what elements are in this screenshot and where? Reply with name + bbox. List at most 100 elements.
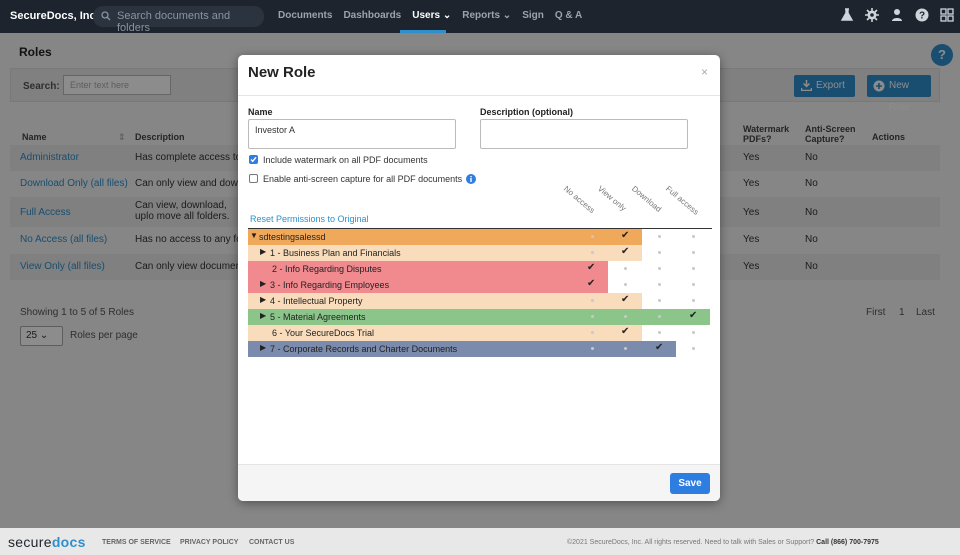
col-watermark[interactable]: Watermark PDFs? xyxy=(743,124,790,144)
perm-dot[interactable] xyxy=(591,299,594,302)
apps-grid-icon[interactable] xyxy=(940,8,954,22)
perm-dot[interactable] xyxy=(658,251,661,254)
reset-permissions-link[interactable]: Reset Permissions to Original xyxy=(250,214,369,224)
tree-row[interactable]: 2 - Info Regarding Disputes ✔ xyxy=(248,261,712,277)
expanded-arrow-icon[interactable]: ▼ xyxy=(250,231,258,240)
lab-flask-icon[interactable] xyxy=(840,8,854,22)
checkmark-icon[interactable]: ✔ xyxy=(689,310,698,321)
collapsed-arrow-icon[interactable]: ▶ xyxy=(260,295,267,304)
nav-dashboards[interactable]: Dashboards xyxy=(343,10,402,21)
brand-name[interactable]: SecureDocs, Inc. xyxy=(10,10,99,22)
nav-users[interactable]: Users ⌄ xyxy=(412,10,452,21)
perm-dot[interactable] xyxy=(624,283,627,286)
privacy-link[interactable]: PRIVACY POLICY xyxy=(180,539,239,546)
perm-dot[interactable] xyxy=(692,251,695,254)
svg-text:?: ? xyxy=(919,11,925,22)
checkmark-icon[interactable]: ✔ xyxy=(621,326,630,337)
permission-bar xyxy=(248,309,710,325)
name-field[interactable]: Investor A xyxy=(248,119,456,149)
collapsed-arrow-icon[interactable]: ▶ xyxy=(260,343,267,352)
help-button[interactable]: ? xyxy=(931,44,953,66)
collapsed-arrow-icon[interactable]: ▶ xyxy=(260,311,267,320)
search-icon xyxy=(101,11,111,21)
tree-row[interactable]: ▶ 1 - Business Plan and Financials ✔ xyxy=(248,245,712,261)
new-role-button[interactable]: New Role xyxy=(867,75,931,113)
perm-dot[interactable] xyxy=(591,235,594,238)
global-search[interactable]: Search documents and folders xyxy=(93,6,264,34)
perm-dot[interactable] xyxy=(692,283,695,286)
anti-capture-checkbox[interactable] xyxy=(249,174,258,183)
role-name[interactable]: View Only (all files) xyxy=(20,261,105,272)
perm-dot[interactable] xyxy=(658,267,661,270)
perm-dot[interactable] xyxy=(692,235,695,238)
watermark-checkbox[interactable] xyxy=(249,155,258,164)
tree-label: 3 - Info Regarding Employees xyxy=(270,280,390,290)
save-button[interactable]: Save xyxy=(670,473,710,494)
table-row[interactable]: No Access (all files) Has no access to a… xyxy=(10,227,940,253)
perm-dot[interactable] xyxy=(658,331,661,334)
perm-dot[interactable] xyxy=(591,347,594,350)
perm-dot[interactable] xyxy=(692,331,695,334)
gear-icon[interactable] xyxy=(865,8,879,22)
perm-dot[interactable] xyxy=(692,267,695,270)
perm-dot[interactable] xyxy=(624,267,627,270)
perm-dot[interactable] xyxy=(624,315,627,318)
tree-row[interactable]: ▼ sdtestingsalessd ✔ xyxy=(248,229,712,245)
user-icon[interactable] xyxy=(890,8,904,22)
perm-dot[interactable] xyxy=(624,347,627,350)
role-name[interactable]: Download Only (all files) xyxy=(20,178,128,189)
collapsed-arrow-icon[interactable]: ▶ xyxy=(260,279,267,288)
export-button[interactable]: Export xyxy=(794,75,855,97)
per-page-select[interactable]: 25 ⌄ xyxy=(20,326,63,346)
checkmark-icon[interactable]: ✔ xyxy=(587,278,596,289)
checkmark-icon[interactable]: ✔ xyxy=(621,246,630,257)
perm-dot[interactable] xyxy=(591,331,594,334)
role-name[interactable]: No Access (all files) xyxy=(20,234,108,245)
copyright: ©2021 SecureDocs, Inc. All rights reserv… xyxy=(567,539,879,546)
close-icon[interactable]: × xyxy=(701,65,709,79)
help-circle-icon[interactable]: ? xyxy=(915,8,929,22)
tree-row[interactable]: ▶ 3 - Info Regarding Employees ✔ xyxy=(248,277,712,293)
col-anti-capture[interactable]: Anti-Screen Capture? xyxy=(805,124,856,144)
tree-row[interactable]: 6 - Your SecureDocs Trial ✔ xyxy=(248,325,712,341)
nav-links: Documents Dashboards Users ⌄ Reports ⌄ S… xyxy=(278,10,582,21)
nav-documents[interactable]: Documents xyxy=(278,10,333,21)
pagination-page[interactable]: 1 xyxy=(899,307,905,318)
checkmark-icon[interactable]: ✔ xyxy=(621,294,630,305)
perm-dot[interactable] xyxy=(658,299,661,302)
nav-reports[interactable]: Reports ⌄ xyxy=(462,10,512,21)
perm-dot[interactable] xyxy=(692,347,695,350)
perm-dot[interactable] xyxy=(658,283,661,286)
nav-qa[interactable]: Q & A xyxy=(554,10,583,21)
col-description[interactable]: Description xyxy=(135,132,185,142)
checkmark-icon[interactable]: ✔ xyxy=(655,342,664,353)
tree-row[interactable]: ▶ 5 - Material Agreements ✔ xyxy=(248,309,712,325)
description-field[interactable] xyxy=(480,119,688,149)
pagination-first[interactable]: First xyxy=(866,307,886,318)
table-row[interactable]: Download Only (all files) Can only view … xyxy=(10,171,940,197)
checkmark-icon[interactable]: ✔ xyxy=(621,230,630,241)
perm-dot[interactable] xyxy=(658,235,661,238)
role-name[interactable]: Administrator xyxy=(20,152,79,163)
pagination-last[interactable]: Last xyxy=(916,307,935,318)
nav-sign[interactable]: Sign xyxy=(522,10,544,21)
role-name[interactable]: Full Access xyxy=(20,207,71,218)
terms-link[interactable]: TERMS OF SERVICE xyxy=(102,539,171,546)
roles-search-input[interactable]: Enter text here xyxy=(63,75,171,95)
tree-label: sdtestingsalessd xyxy=(259,232,326,242)
page-footer: securedocs TERMS OF SERVICE PRIVACY POLI… xyxy=(0,528,960,555)
info-icon[interactable] xyxy=(466,174,476,184)
col-name[interactable]: Name xyxy=(22,132,47,142)
contact-link[interactable]: CONTACT US xyxy=(249,539,295,546)
tree-row[interactable]: ▶ 7 - Corporate Records and Charter Docu… xyxy=(248,341,712,357)
checkmark-icon[interactable]: ✔ xyxy=(587,262,596,273)
perm-dot[interactable] xyxy=(692,299,695,302)
nav-icons: ? xyxy=(840,8,954,22)
tree-row[interactable]: ▶ 4 - Intellectual Property ✔ xyxy=(248,293,712,309)
perm-dot[interactable] xyxy=(591,315,594,318)
perm-dot[interactable] xyxy=(591,251,594,254)
perm-dot[interactable] xyxy=(658,315,661,318)
role-capture: No xyxy=(805,207,818,218)
collapsed-arrow-icon[interactable]: ▶ xyxy=(260,247,267,256)
tree-divider xyxy=(248,228,712,229)
